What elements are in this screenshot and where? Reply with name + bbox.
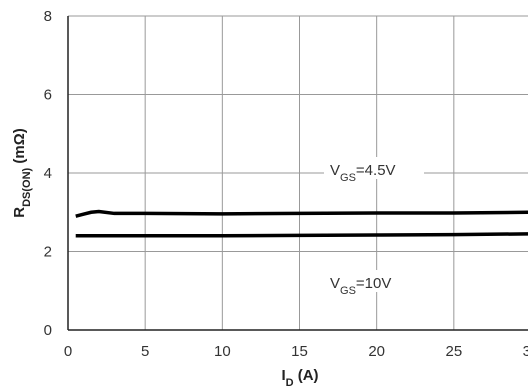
y-axis-label-sub: DS(ON): [21, 167, 33, 206]
x-tick-label: 15: [291, 343, 308, 360]
x-axis-label: ID (A): [281, 367, 318, 389]
y-tick-label: 0: [44, 322, 52, 339]
series-label: VGS=10V: [330, 275, 391, 297]
x-tick-label: 10: [214, 343, 231, 360]
series-label-rest: =4.5V: [356, 162, 396, 179]
x-tick-label: 30: [523, 343, 528, 360]
y-axis-label: RDS(ON) (mΩ): [11, 128, 33, 217]
x-tick-label: 0: [64, 343, 72, 360]
x-axis-label-rest: (A): [294, 367, 319, 384]
y-tick-label: 6: [44, 87, 52, 104]
y-axis-label-rest: (mΩ): [11, 128, 28, 168]
series-label-sub: GS: [340, 285, 356, 297]
series-label-main: V: [330, 275, 340, 292]
y-axis-label-main: R: [11, 207, 28, 218]
series-label-rest: =10V: [356, 275, 391, 292]
x-tick-label: 25: [445, 343, 462, 360]
y-tick-label: 8: [44, 8, 52, 25]
series-line: [75, 232, 528, 238]
x-axis-label-sub: D: [286, 377, 294, 389]
x-axis-label-main: I: [281, 367, 285, 384]
x-tick-label: 5: [141, 343, 149, 360]
legend-bg: [324, 157, 424, 179]
series-line: [75, 209, 528, 218]
series-label-sub: GS: [340, 172, 356, 184]
series-label: VGS=4.5V: [330, 162, 396, 184]
x-tick-label: 20: [368, 343, 385, 360]
y-tick-label: 2: [44, 244, 52, 261]
legend-bg: [324, 270, 424, 292]
series-label-main: V: [330, 162, 340, 179]
y-tick-label: 4: [44, 165, 52, 182]
